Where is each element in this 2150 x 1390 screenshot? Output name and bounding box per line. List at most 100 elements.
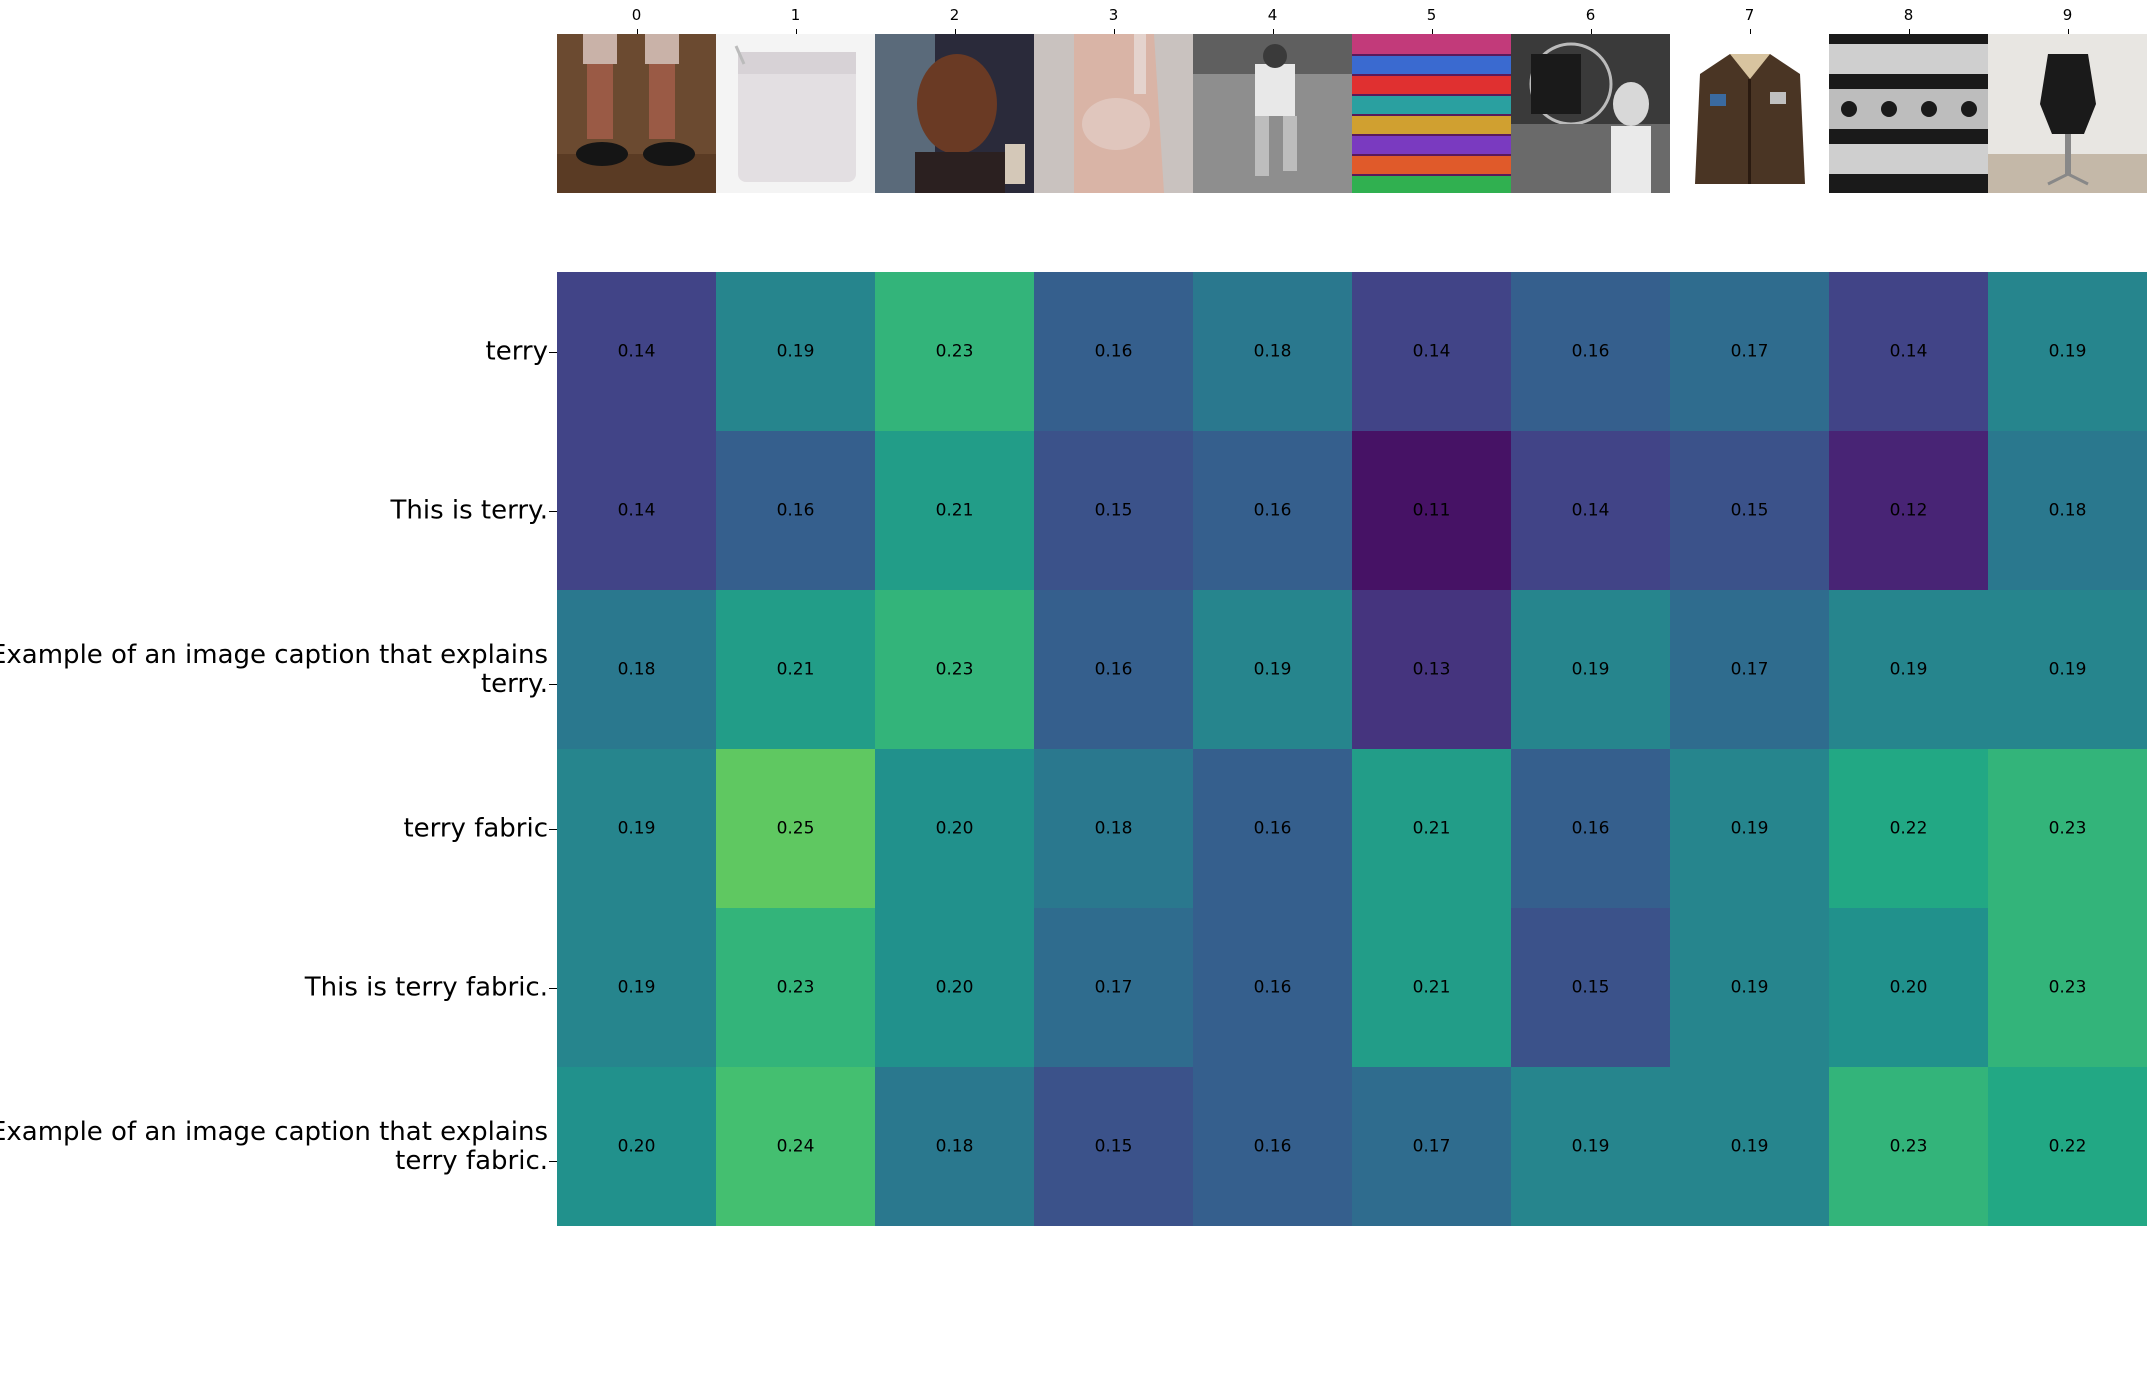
heatmap-cell-r3-c6 [1511,749,1671,909]
x-tick [795,29,797,35]
cell-value-label: 0.23 [777,978,815,998]
cell-value-label: 0.14 [618,342,656,362]
heatmap-cell-r1-c0 [557,431,717,591]
cell-value-label: 0.25 [777,819,815,839]
cell-value-label: 0.15 [1095,1137,1133,1157]
x-tick-label: 1 [790,6,801,24]
cell-value-label: 0.16 [1095,342,1133,362]
cell-value-label: 0.23 [936,342,974,362]
x-tick-label: 4 [1267,6,1278,24]
cell-value-label: 0.18 [618,660,656,680]
heatmap-cell-r0-c1 [716,272,876,432]
heatmap-cell-r5-c6 [1511,1067,1671,1226]
heatmap-cell-r5-c0 [557,1067,717,1226]
cell-value-label: 0.21 [936,501,974,521]
cell-value-label: 0.16 [777,501,815,521]
heatmap-cell-r4-c3 [1034,908,1194,1068]
cell-value-label: 0.19 [777,342,815,362]
cell-value-label: 0.16 [1254,1137,1292,1157]
cell-value-label: 0.13 [1413,660,1451,680]
heatmap-cell-r0-c0 [557,272,717,432]
x-tick [2067,29,2069,35]
heatmap-cell-r1-c4 [1193,431,1353,591]
heatmap-cell-r3-c8 [1829,749,1989,909]
column-image-8 [1829,34,1988,193]
heatmap-cell-r2-c3 [1034,590,1194,750]
cell-value-label: 0.11 [1413,501,1451,521]
y-tick-label: Example of an image caption that explain… [0,1116,548,1176]
y-tick-label: Example of an image caption that explain… [0,639,548,699]
cell-value-label: 0.14 [618,501,656,521]
heatmap-cell-r0-c5 [1352,272,1512,432]
x-tick [1908,29,1910,35]
cell-value-label: 0.18 [1254,342,1292,362]
cell-value-label: 0.23 [2049,819,2087,839]
x-tick-label: 7 [1744,6,1755,24]
cell-value-label: 0.16 [1254,501,1292,521]
y-tick [549,510,557,512]
cell-value-label: 0.16 [1572,819,1610,839]
heatmap-cell-r0-c6 [1511,272,1671,432]
heatmap-cell-r4-c5 [1352,908,1512,1068]
cell-value-label: 0.21 [777,660,815,680]
cell-value-label: 0.18 [2049,501,2087,521]
cell-value-label: 0.22 [2049,1137,2087,1157]
x-tick-label: 3 [1108,6,1119,24]
heatmap-cell-r0-c8 [1829,272,1989,432]
y-tick [549,351,557,353]
x-tick-label: 0 [631,6,642,24]
cell-value-label: 0.19 [618,978,656,998]
x-tick [1431,29,1433,35]
cell-value-label: 0.16 [1254,819,1292,839]
x-tick-label: 9 [2062,6,2073,24]
column-image-5 [1352,34,1511,193]
y-tick-label: terry fabric [403,813,548,843]
heatmap-cell-r0-c3 [1034,272,1194,432]
heatmap-cell-r2-c2 [875,590,1035,750]
x-tick [1590,29,1592,35]
column-image-6 [1511,34,1670,193]
heatmap-cell-r3-c5 [1352,749,1512,909]
heatmap-cell-r3-c0 [557,749,717,909]
column-image-9 [1988,34,2147,193]
x-tick [1749,29,1751,35]
x-tick [1272,29,1274,35]
cell-value-label: 0.19 [2049,342,2087,362]
cell-value-label: 0.12 [1890,501,1928,521]
heatmap-cell-r1-c3 [1034,431,1194,591]
cell-value-label: 0.21 [1413,978,1451,998]
x-tick-label: 5 [1426,6,1437,24]
heatmap-cell-r4-c1 [716,908,876,1068]
heatmap-cell-r3-c2 [875,749,1035,909]
cell-value-label: 0.15 [1731,501,1769,521]
heatmap-cell-r4-c2 [875,908,1035,1068]
cell-value-label: 0.17 [1731,342,1769,362]
heatmap-cell-r2-c5 [1352,590,1512,750]
column-image-3 [1034,34,1193,193]
cell-value-label: 0.19 [1254,660,1292,680]
x-tick-label: 8 [1903,6,1914,24]
heatmap-cell-r2-c4 [1193,590,1353,750]
cell-value-label: 0.18 [1095,819,1133,839]
cell-value-label: 0.19 [1731,1137,1769,1157]
cell-value-label: 0.17 [1731,660,1769,680]
cell-value-label: 0.16 [1254,978,1292,998]
heatmap-cell-r0-c4 [1193,272,1353,432]
heatmap-cell-r2-c1 [716,590,876,750]
y-tick-label: terry [485,336,549,366]
column-image-0 [557,34,716,193]
cell-value-label: 0.14 [1890,342,1928,362]
column-image-1 [716,34,875,193]
cell-value-label: 0.19 [1572,1137,1610,1157]
cell-value-label: 0.14 [1413,342,1451,362]
heatmap-cell-r3-c1 [716,749,876,909]
cell-value-label: 0.14 [1572,501,1610,521]
heatmap-cell-r4-c9 [1988,908,2147,1068]
heatmap-cell-r0-c7 [1670,272,1830,432]
cell-value-label: 0.15 [1095,501,1133,521]
heatmap-cell-r5-c5 [1352,1067,1512,1226]
heatmap-cell-r1-c5 [1352,431,1512,591]
y-tick [549,1160,557,1162]
heatmap-cell-r0-c2 [875,272,1035,432]
